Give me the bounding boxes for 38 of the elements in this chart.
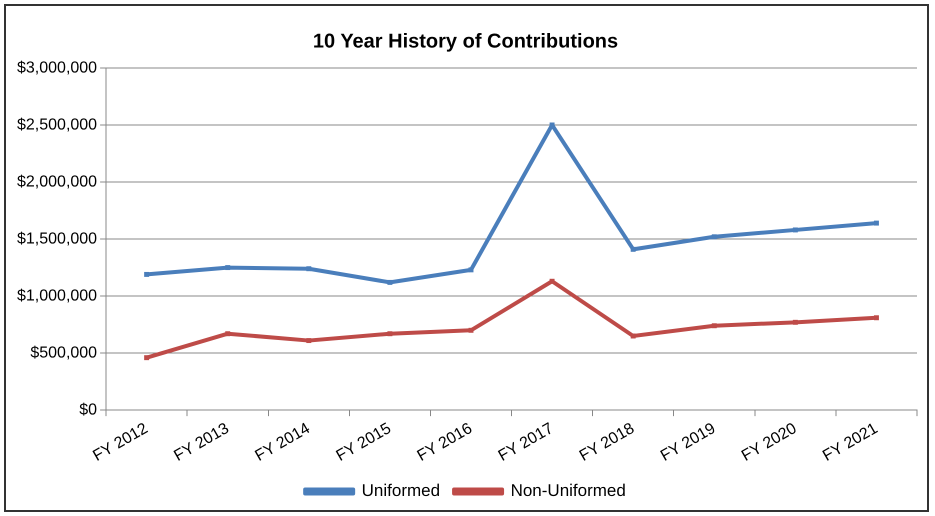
point (630, 334, 636, 338)
x-tick-label: FY 2014 (252, 420, 314, 465)
point (225, 331, 230, 336)
point (225, 265, 230, 270)
point (468, 267, 474, 272)
x-tick-label: FY 2021 (820, 420, 881, 465)
y-tick-label: $2,000,000 (17, 173, 98, 190)
point (306, 266, 312, 272)
point (306, 338, 312, 344)
x-tick-label: FY 2013 (171, 420, 232, 465)
point (792, 227, 798, 232)
y-tick-label: $2,500,000 (17, 116, 98, 134)
point (874, 220, 879, 226)
x-tick-label: FY 2020 (738, 420, 800, 465)
x-tick-label: FY 2018 (576, 420, 638, 465)
x-tick-label: FY 2015 (333, 420, 394, 465)
point (712, 234, 717, 240)
point (550, 278, 555, 284)
point (874, 315, 879, 320)
y-tick-label: $1,000,000 (17, 287, 98, 304)
y-tick-label: $0 (79, 402, 98, 419)
point (144, 272, 150, 277)
point (630, 246, 636, 252)
point (387, 331, 392, 336)
x-tick-label: FY 2019 (658, 420, 719, 465)
point (468, 328, 474, 333)
chart-title: 10 Year History of Contributions (312, 30, 618, 53)
legend-label: Uniformed (362, 481, 440, 500)
point (792, 320, 798, 325)
point (144, 355, 150, 360)
y-tick-label: $3,000,000 (17, 59, 98, 76)
y-tick-label: $1,500,000 (17, 230, 98, 248)
x-tick-label: FY 2017 (496, 420, 556, 465)
y-tick-label: $500,000 (30, 344, 98, 362)
legend-label: Non-Uniformed (510, 481, 626, 500)
x-tick-label: FY 2012 (90, 420, 151, 465)
point (387, 280, 392, 285)
x-tick-label: FY 2016 (414, 420, 476, 465)
